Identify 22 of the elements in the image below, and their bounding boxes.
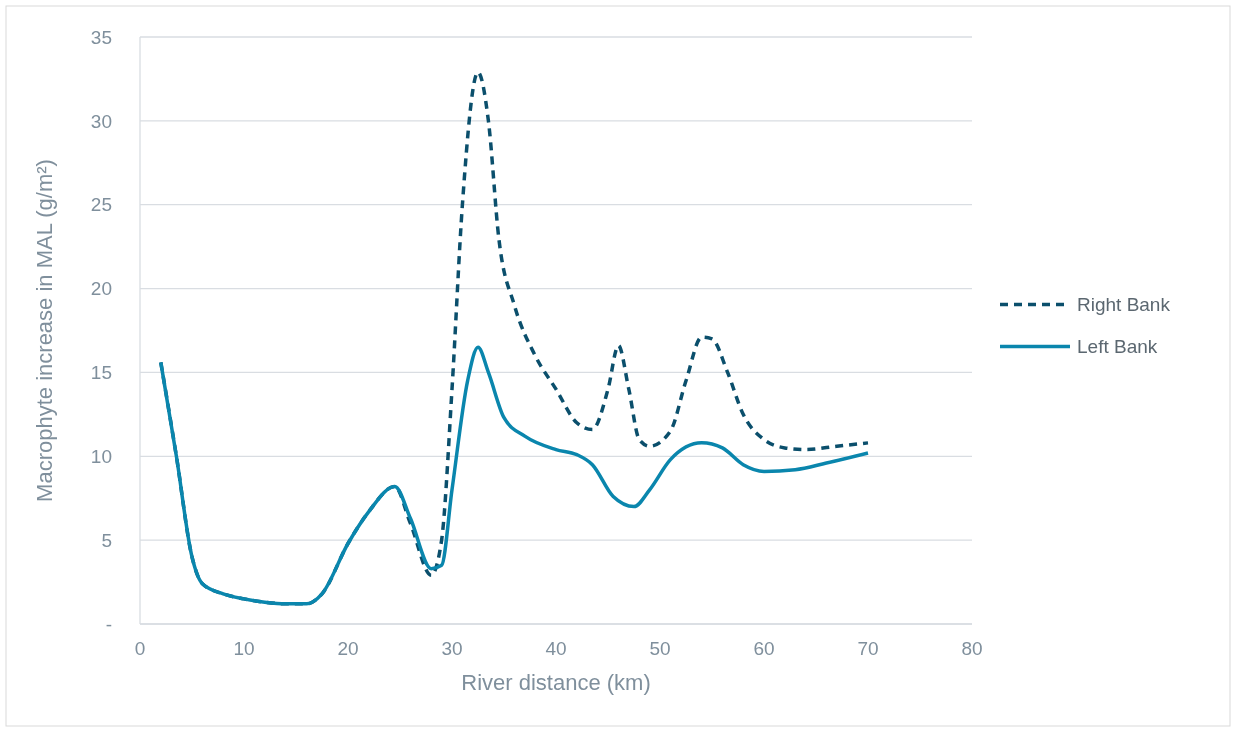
x-tick-label: 20 — [337, 638, 359, 659]
x-tick-label: 80 — [961, 638, 983, 659]
x-tick-label: 60 — [753, 638, 775, 659]
x-tick-label: 0 — [134, 638, 146, 659]
y-tick-label: 10 — [90, 445, 112, 467]
legend-label: Left Bank — [1077, 336, 1158, 358]
x-tick-label: 40 — [545, 638, 567, 659]
legend-label: Right Bank — [1077, 294, 1171, 316]
y-tick-label: 30 — [90, 110, 112, 132]
x-tick-label: 70 — [857, 638, 879, 659]
y-tick-label: 20 — [90, 278, 112, 300]
y-tick-label: - — [105, 613, 112, 635]
y-tick-label: 35 — [90, 26, 112, 48]
y-tick-label: 5 — [101, 529, 112, 551]
x-tick-label: 50 — [649, 638, 671, 659]
y-tick-label: 15 — [90, 362, 112, 384]
x-axis-title: River distance (km) — [461, 670, 651, 695]
line-series — [159, 345, 870, 606]
y-tick-label: 25 — [90, 194, 112, 216]
y-axis-title: Macrophyte increase in MAL (g/m²) — [32, 159, 57, 502]
x-tick-label: 30 — [441, 638, 463, 659]
x-tick-label: 10 — [233, 638, 255, 659]
